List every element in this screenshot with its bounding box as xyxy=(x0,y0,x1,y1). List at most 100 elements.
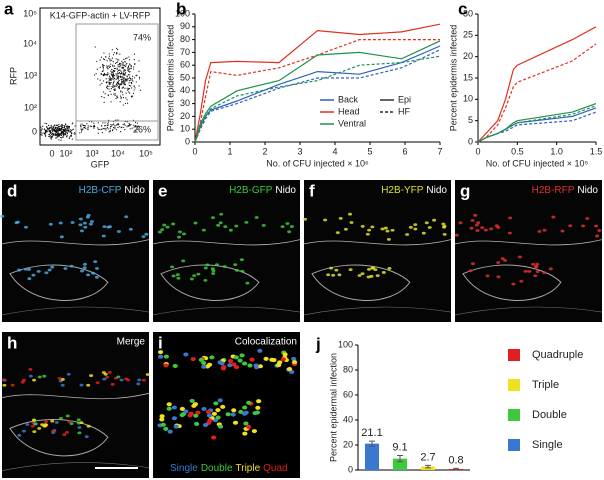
nucleus xyxy=(102,377,107,381)
cell-dot xyxy=(114,127,116,130)
cell-dot xyxy=(72,128,75,130)
panel-label: e xyxy=(158,181,167,200)
cell-dot xyxy=(82,124,84,126)
nucleus xyxy=(413,223,418,227)
cell-dot xyxy=(120,70,122,72)
cell-dot xyxy=(110,63,112,65)
cell-dot xyxy=(57,132,59,134)
cell-dot xyxy=(107,72,109,74)
cell-dot xyxy=(124,73,126,75)
nucleus xyxy=(77,431,82,435)
cell-dot xyxy=(117,80,119,82)
cell-dot xyxy=(71,132,73,134)
cell-dot xyxy=(63,130,65,133)
nucleus xyxy=(408,225,413,229)
nucleus xyxy=(216,223,221,227)
cell-dot xyxy=(114,88,116,90)
cell-dot xyxy=(53,124,56,126)
cell-dot xyxy=(43,132,45,134)
cell-dot xyxy=(81,129,83,131)
nucleus xyxy=(82,221,87,225)
nucleus xyxy=(343,227,348,231)
cell-blob xyxy=(183,352,189,357)
nucleus xyxy=(58,416,63,420)
cell-dot xyxy=(138,126,140,128)
cell-dot xyxy=(72,122,74,124)
cell-dot xyxy=(117,78,120,80)
nucleus xyxy=(27,268,32,271)
cell-dot xyxy=(128,91,130,93)
cell-dot xyxy=(104,122,106,124)
y-tick-label: 25 xyxy=(463,30,473,40)
cell-dot xyxy=(117,73,119,75)
cell-dot xyxy=(95,73,97,75)
cell-blob xyxy=(209,355,215,360)
cell-dot xyxy=(93,124,95,127)
cell-dot xyxy=(60,139,62,141)
legend-swatch xyxy=(508,439,520,451)
cell-dot xyxy=(117,71,119,73)
cell-dot xyxy=(128,68,130,71)
basement-membrane xyxy=(454,239,603,246)
y-tick-label: 10² xyxy=(24,102,37,112)
cell-dot xyxy=(65,127,67,130)
nucleus xyxy=(334,268,339,272)
nucleus xyxy=(442,232,447,236)
cell-dot xyxy=(122,104,124,106)
nucleus xyxy=(124,215,129,219)
cell-dot xyxy=(86,123,88,125)
nucleus xyxy=(234,224,239,228)
micrograph xyxy=(455,180,602,322)
nucleus xyxy=(170,265,175,269)
nucleus xyxy=(548,267,553,271)
cell-blob xyxy=(255,405,261,410)
y-tick-label: 70 xyxy=(180,47,190,57)
nucleus xyxy=(254,216,259,219)
y-tick-label: 60 xyxy=(343,389,353,399)
cell-dot xyxy=(109,90,111,92)
cell-dot xyxy=(136,128,138,131)
cell-dot xyxy=(104,74,106,76)
cell-dot xyxy=(111,78,113,80)
cell-blob xyxy=(257,348,263,353)
cell-blob xyxy=(263,356,269,361)
cell-dot xyxy=(133,89,135,91)
nucleus xyxy=(470,262,475,266)
cell-dot xyxy=(106,74,108,76)
nucleus xyxy=(568,224,573,228)
cell-dot xyxy=(105,78,107,80)
nucleus xyxy=(337,273,342,277)
cell-dot xyxy=(70,130,72,132)
cell-dot xyxy=(82,128,84,130)
nucleus xyxy=(30,424,35,428)
nucleus xyxy=(105,375,110,379)
cell-dot xyxy=(128,80,131,82)
cell-dot xyxy=(118,83,120,86)
nucleus xyxy=(65,414,70,418)
cell-dot xyxy=(117,126,119,129)
cell-dot xyxy=(96,60,98,63)
cell-dot xyxy=(108,65,110,67)
coloc-legend-label: Double xyxy=(201,463,233,474)
x-tick-label: 10⁵ xyxy=(139,148,153,158)
cell-blob xyxy=(171,405,177,410)
nucleus xyxy=(42,374,47,378)
cell-blob xyxy=(213,401,219,406)
cell-dot xyxy=(130,96,133,98)
cell-dot xyxy=(122,96,125,99)
cell-blob xyxy=(201,361,207,366)
nucleus xyxy=(348,268,353,272)
cell-dot xyxy=(53,129,55,131)
cell-dot xyxy=(66,134,68,136)
cell-dot xyxy=(103,128,105,130)
cell-dot xyxy=(89,125,91,127)
y-tick-label: 100 xyxy=(175,8,190,18)
legend-swatch xyxy=(508,379,520,391)
cell-dot xyxy=(80,128,82,130)
bar xyxy=(365,443,379,470)
dermis-fibers xyxy=(152,306,301,316)
nucleus xyxy=(86,383,91,387)
cell-dot xyxy=(124,128,126,131)
cell-dot xyxy=(120,90,122,92)
cell-dot xyxy=(114,62,117,65)
